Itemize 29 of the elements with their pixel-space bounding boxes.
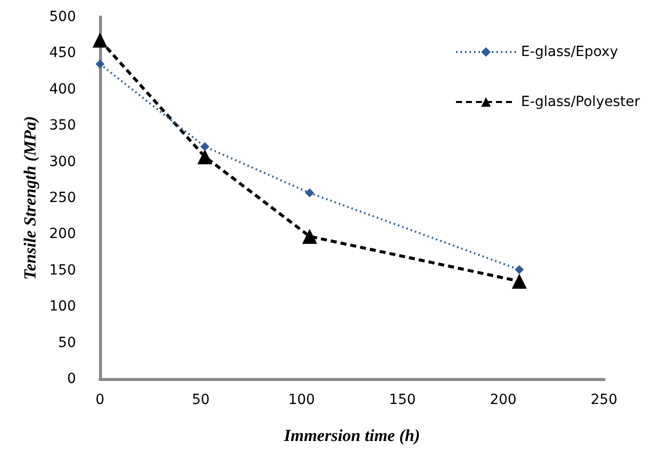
x-tick-label: 100 bbox=[288, 392, 315, 408]
y-tick-label: 400 bbox=[49, 81, 76, 98]
legend-label: E-glass/Epoxy bbox=[520, 44, 618, 60]
y-tick-label: 350 bbox=[49, 118, 76, 134]
point bbox=[200, 142, 210, 152]
y-axis-title: Tensile Strength (MPa) bbox=[20, 116, 40, 280]
point bbox=[92, 32, 108, 48]
y-tick-label: 0 bbox=[67, 371, 76, 387]
point bbox=[96, 60, 104, 69]
y-tick-label: 100 bbox=[49, 298, 76, 315]
y-tick-label: 200 bbox=[49, 226, 76, 242]
x-tick-label: 50 bbox=[192, 392, 210, 408]
y-tick-label: 50 bbox=[58, 334, 76, 351]
x-axis-title: Immersion time (h) bbox=[282, 426, 420, 445]
y-tick-label: 500 bbox=[49, 9, 76, 25]
x-tick-label: 250 bbox=[590, 392, 618, 408]
point bbox=[302, 228, 318, 244]
point bbox=[512, 274, 527, 289]
y-tick-label: 150 bbox=[49, 262, 76, 278]
x-tick-label: 0 bbox=[96, 392, 104, 408]
x-tick-label: 200 bbox=[490, 392, 517, 408]
legend-label: E-glass/Polyester bbox=[520, 94, 640, 110]
y-tick-label: 300 bbox=[49, 154, 76, 170]
point bbox=[305, 188, 314, 198]
y-tick-label: 250 bbox=[49, 190, 76, 206]
y-tick-label: 450 bbox=[49, 45, 76, 62]
point bbox=[197, 149, 212, 164]
point bbox=[514, 265, 524, 274]
x-tick-label: 150 bbox=[389, 392, 416, 408]
